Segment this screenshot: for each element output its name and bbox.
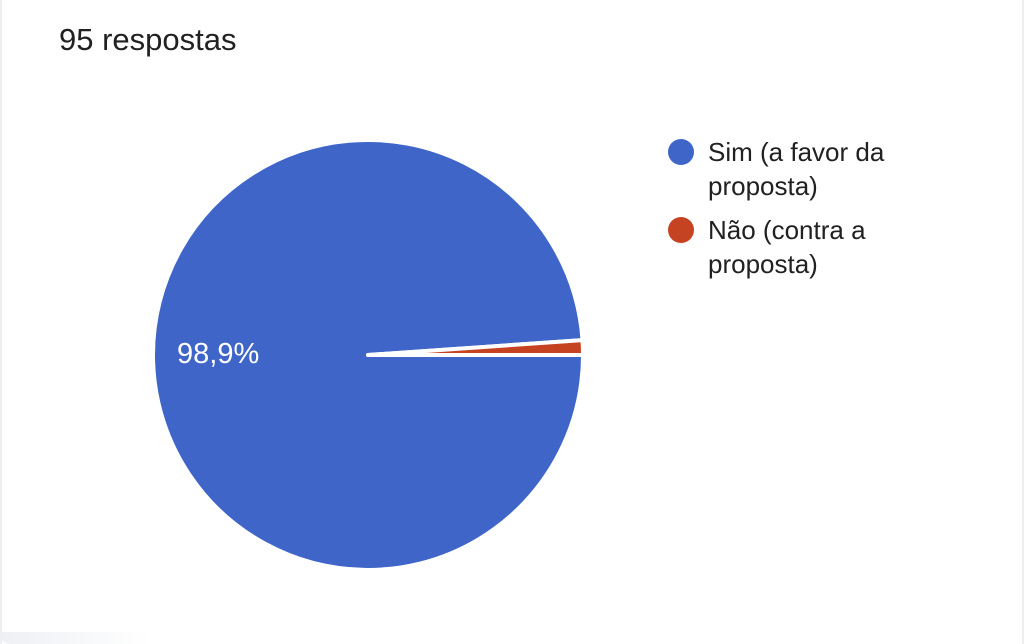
legend-label-sim: Sim (a favor da proposta) [708,137,885,201]
chart-legend: Sim (a favor da proposta) Não (contra a … [668,135,958,291]
legend-swatch-nao-icon [668,217,694,243]
legend-item-sim: Sim (a favor da proposta) [668,135,958,203]
legend-label-nao: Não (contra a proposta) [708,215,866,279]
pie-chart-svg [151,138,586,572]
responses-count-title: 95 respostas [59,22,237,57]
card-edge-right [1022,0,1024,644]
pie-chart [150,137,586,573]
pie-slice-1[interactable] [366,338,586,357]
card-corner-bottom-left [0,632,150,644]
legend-swatch-sim-icon [668,139,694,165]
card-edge-left [0,0,2,644]
legend-item-nao: Não (contra a proposta) [668,213,958,281]
pie-slice-percent-label: 98,9% [177,338,260,370]
